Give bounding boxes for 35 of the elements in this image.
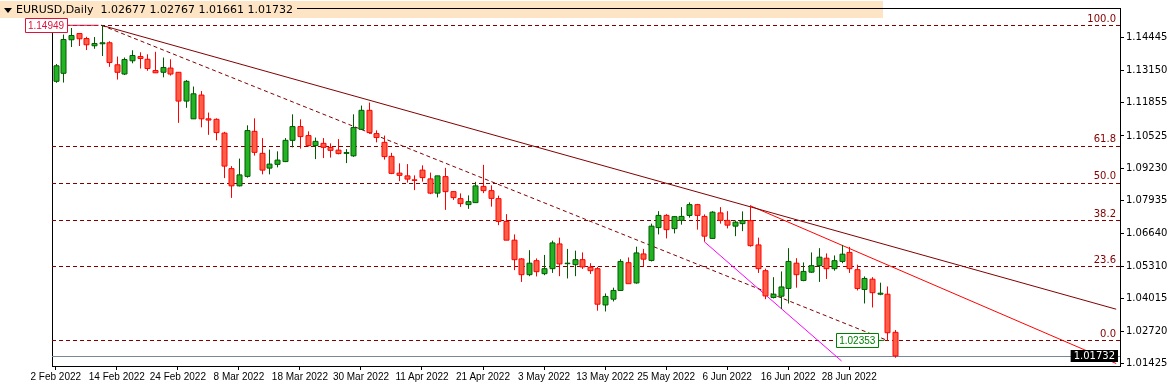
y-tick-label: 1.05310	[1126, 260, 1168, 272]
y-tick-label: 1.06640	[1126, 226, 1168, 238]
x-tick-label: 21 Apr 2022	[456, 370, 511, 382]
x-tick-label: 25 May 2022	[637, 370, 696, 382]
x-tick-label: 16 Jun 2022	[760, 370, 817, 382]
y-tick-label: 1.11855	[1126, 96, 1168, 108]
annotation: 50.0	[1093, 170, 1116, 182]
ref-line-label: 1.01732	[1073, 349, 1115, 361]
x-tick-label: 11 Apr 2022	[395, 370, 450, 382]
y-tick-label: 1.07935	[1126, 194, 1168, 206]
y-tick-label: 1.01425	[1126, 357, 1168, 369]
y-tick-label: 1.13150	[1126, 63, 1168, 75]
y-tick-label: 1.04015	[1126, 292, 1168, 304]
x-tick-label: 13 May 2022	[576, 370, 635, 382]
x-tick-label: 14 Feb 2022	[88, 370, 146, 382]
annotation: 23.6	[1093, 253, 1116, 265]
x-tick-label: 8 Mar 2022	[213, 370, 265, 382]
annotation: 61.8	[1093, 133, 1116, 145]
x-tick-label: 28 Jun 2022	[821, 370, 878, 382]
y-tick-label: 1.10525	[1126, 129, 1168, 141]
annotation: 0.0	[1100, 328, 1116, 339]
chart-title: EURUSD,Daily 1.02677 1.02767 1.01661 1.01732	[16, 3, 293, 16]
ref-line-label: 1.14949	[27, 20, 65, 32]
x-tick-label: 6 Jun 2022	[702, 370, 753, 382]
x-tick-label: 2 Feb 2022	[30, 370, 82, 382]
annotation: 38.2	[1093, 207, 1116, 219]
y-tick-label: 1.14445	[1126, 31, 1168, 43]
x-tick-label: 24 Feb 2022	[149, 370, 207, 382]
annotation: 100.0	[1087, 12, 1116, 24]
x-tick-label: 3 May 2022	[517, 370, 571, 382]
y-tick-label: 1.02720	[1126, 324, 1168, 336]
ref-line-label: 1.02353	[839, 335, 876, 347]
x-tick-label: 18 Mar 2022	[271, 370, 329, 382]
y-tick-label: 1.09230	[1126, 161, 1168, 173]
x-tick-label: 30 Mar 2022	[332, 370, 390, 382]
